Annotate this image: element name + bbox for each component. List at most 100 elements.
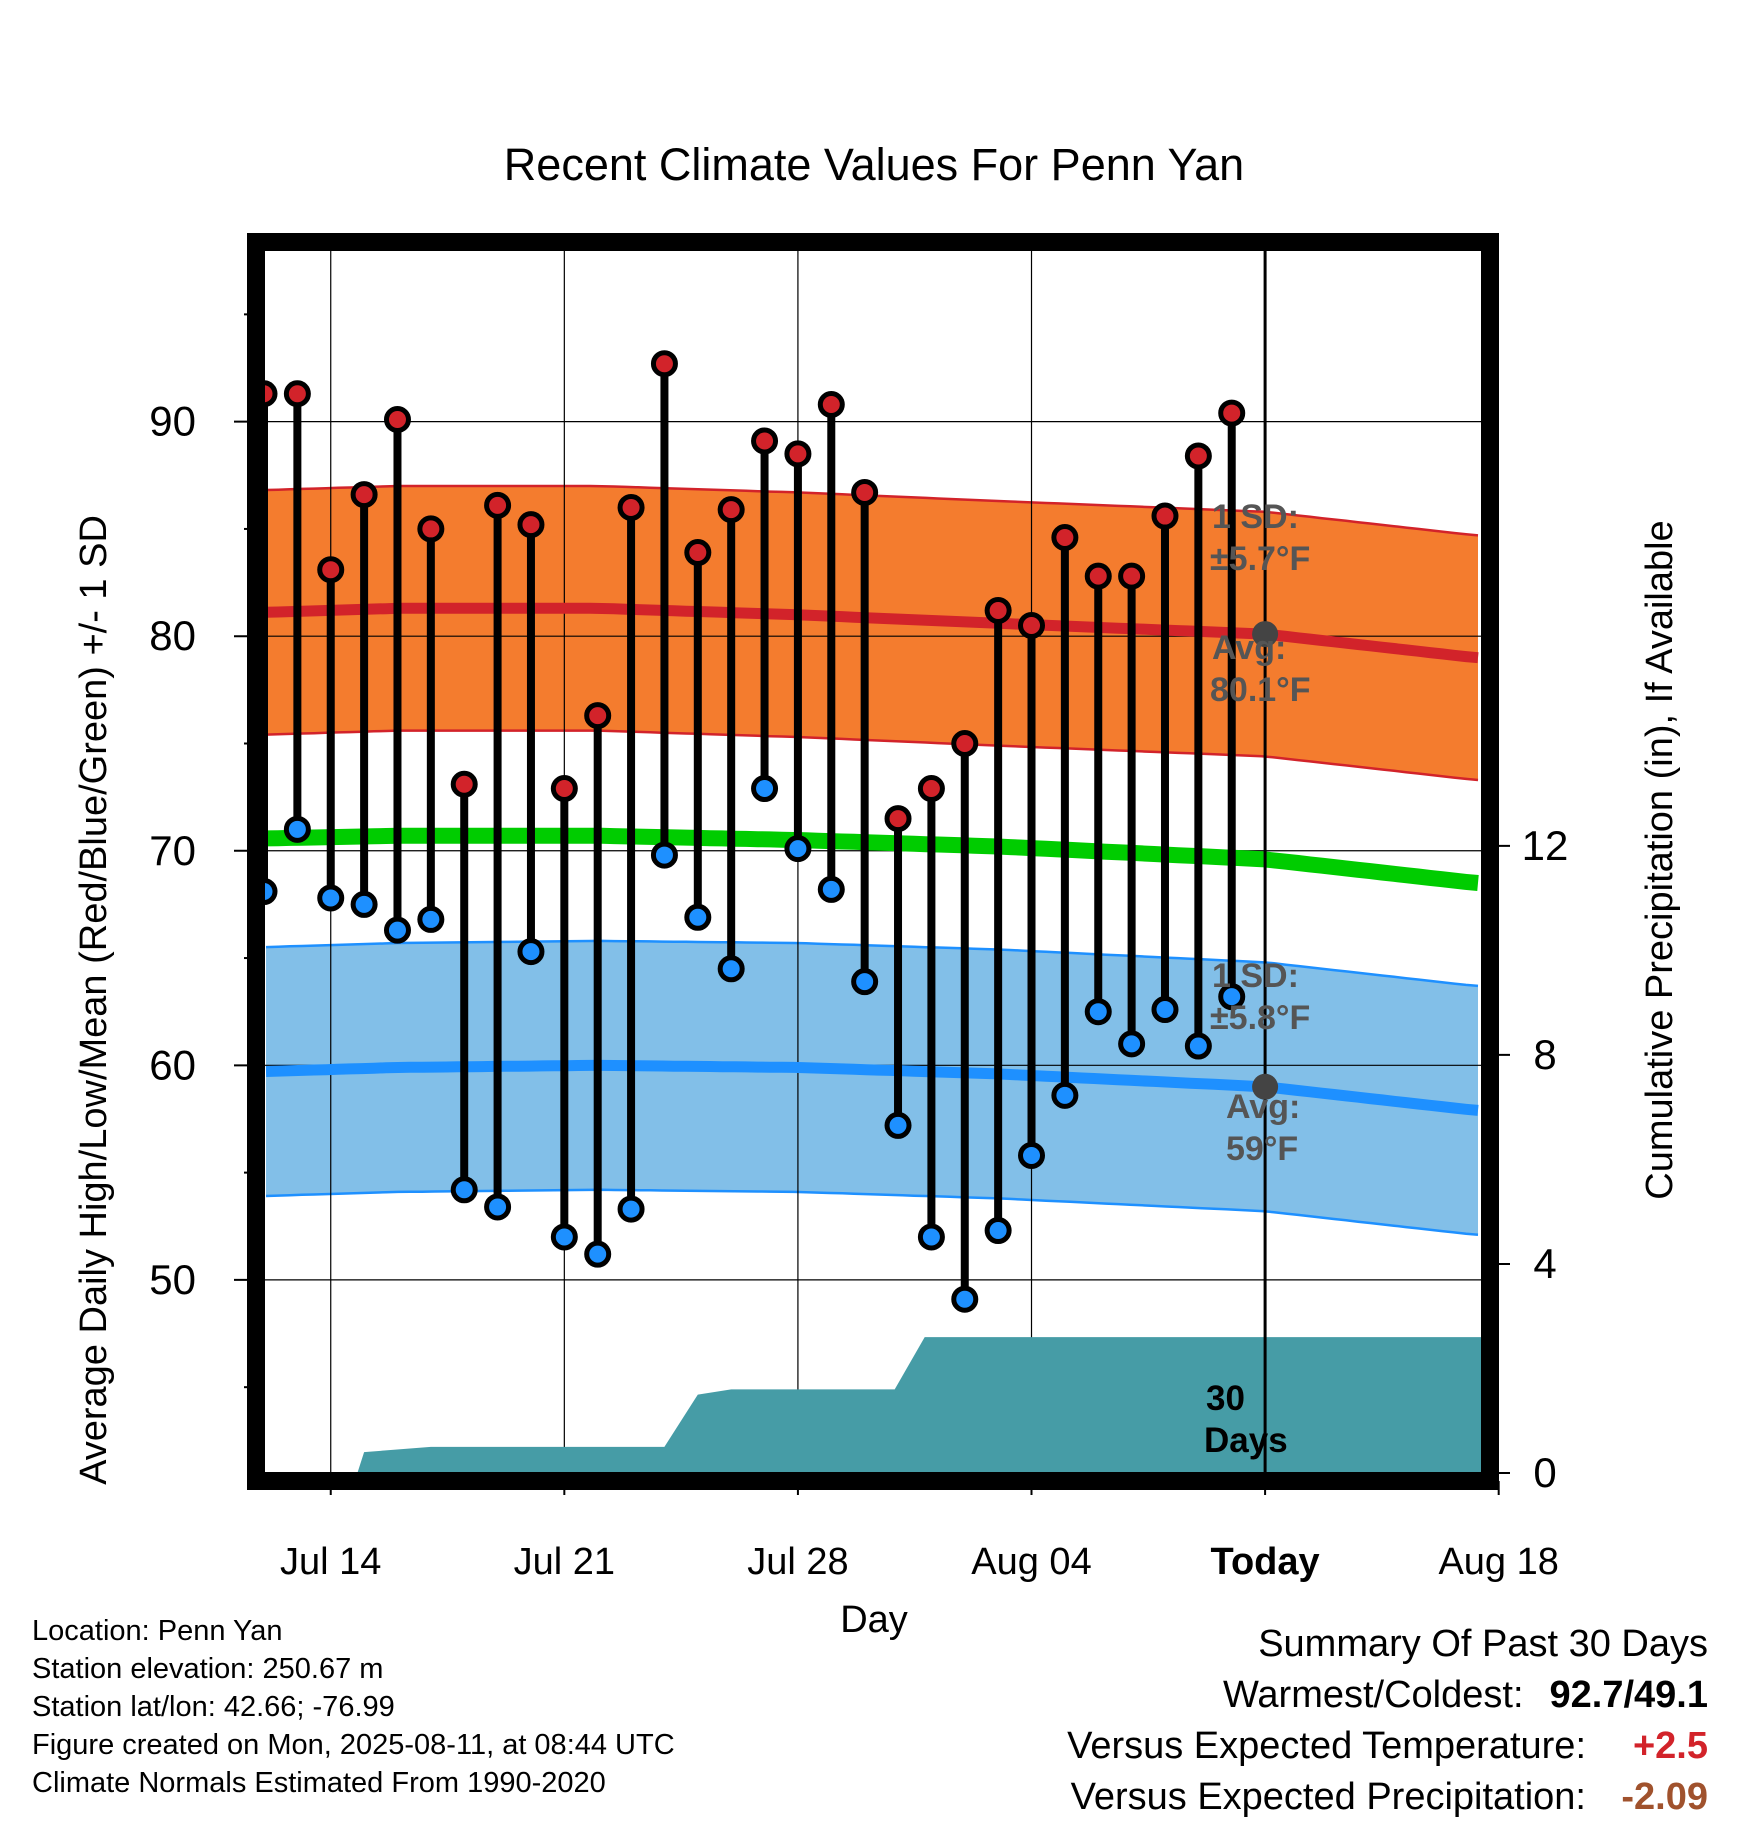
chart-title: Recent Climate Values For Penn Yan	[504, 139, 1244, 190]
high-temp-point	[1218, 399, 1246, 427]
y2-tick-label: 4	[1533, 1240, 1556, 1287]
high-avg-label: Avg:	[1212, 629, 1286, 667]
low-temp-point	[350, 890, 378, 918]
low-temp-point	[283, 815, 311, 843]
low-temp-point	[1218, 983, 1246, 1011]
high-temp-point	[984, 596, 1012, 624]
high-temp-point	[383, 406, 411, 434]
warmest-value: 92.7/49.1	[1549, 1674, 1708, 1716]
today-low-normal-marker	[1252, 1073, 1279, 1100]
annotations: 1 SD: ±5.7°F Avg: 80.1°F 1 SD: ±5.8°F Avg: 59°F…	[1204, 498, 1311, 1460]
precip-label: Versus Expected Precipitation:	[1070, 1776, 1586, 1818]
summary-heading: Summary Of Past 30 Days	[1258, 1623, 1708, 1665]
high-temp-point	[1118, 562, 1146, 590]
low-temp-point	[550, 1223, 578, 1251]
axes: Jul 14 Jul 21 Jul 28 Aug 04 Today Aug 18 50 60 7…	[149, 313, 1569, 1583]
low-temp-point	[984, 1217, 1012, 1245]
low-temp-point	[751, 775, 779, 803]
high-temp-point	[784, 440, 812, 468]
high-temp-point	[317, 556, 345, 584]
high-temp-point	[617, 493, 645, 521]
low-temp-point	[851, 968, 879, 996]
summary-panel: Summary Of Past 30 Days Warmest/Coldest:…	[1067, 1619, 1708, 1823]
today-line-group	[1252, 250, 1279, 1473]
temp-value: +2.5	[1632, 1725, 1708, 1767]
high-sd-label: 1 SD:	[1212, 498, 1299, 536]
plot-border	[247, 233, 1499, 1490]
summary-warmest-row: Warmest/Coldest: 92.7/49.1	[1067, 1670, 1708, 1721]
precip-value: -2.09	[1621, 1776, 1708, 1818]
high-temp-point	[884, 805, 912, 833]
y-tick-label: 70	[149, 827, 196, 874]
low-sd-value: ±5.8°F	[1210, 999, 1310, 1037]
summary-temp-row: Versus Expected Temperature: +2.5	[1067, 1721, 1708, 1772]
high-temp-point	[1151, 502, 1179, 530]
low-sd-label: 1 SD:	[1212, 957, 1299, 995]
station-info: Location: Penn Yan Station elevation: 25…	[32, 1612, 675, 1802]
today-high-normal-marker	[1252, 621, 1279, 648]
low-temp-point	[1084, 998, 1112, 1026]
low-temp-point	[317, 884, 345, 912]
low-temp-point	[951, 1285, 979, 1313]
high-temp-point	[450, 770, 478, 798]
low-temp-point	[417, 905, 445, 933]
high-temp-point	[717, 496, 745, 524]
x-axis-label: Day	[840, 1599, 908, 1641]
low-temp-point	[917, 1223, 945, 1251]
y2-axis-label: Cumulative Precipitation (in), If Availa…	[1639, 520, 1681, 1199]
low-temp-point	[1184, 1032, 1212, 1060]
high-temp-point	[1084, 562, 1112, 590]
precip-area	[264, 1337, 1482, 1473]
summary-precip-row: Versus Expected Precipitation: -2.09	[1067, 1772, 1708, 1823]
high-temp-point	[851, 478, 879, 506]
elevation-text: Station elevation: 250.67 m	[32, 1653, 384, 1685]
high-temp-point	[1184, 442, 1212, 470]
mean-normal-line	[265, 827, 1479, 891]
high-temp-point	[550, 775, 578, 803]
high-avg-value: 80.1°F	[1210, 671, 1311, 709]
low-temp-point	[1018, 1141, 1046, 1169]
low-temp-point	[784, 835, 812, 863]
low-temp-point	[684, 903, 712, 931]
y-tick-label: 60	[149, 1041, 196, 1088]
y2-tick-label: 12	[1522, 822, 1569, 869]
high-temp-point	[283, 380, 311, 408]
daily-points	[250, 350, 1246, 1313]
x-tick-label: Aug 18	[1438, 1541, 1558, 1583]
y-axis-label: Average Daily High/Low/Mean (Red/Blue/Gr…	[73, 515, 115, 1485]
high-temp-point	[684, 539, 712, 567]
high-sd-value: ±5.7°F	[1210, 540, 1310, 578]
high-temp-point	[517, 511, 545, 539]
location-text: Location: Penn Yan	[32, 1615, 283, 1647]
low-temp-point	[617, 1195, 645, 1223]
temp-label: Versus Expected Temperature:	[1067, 1725, 1586, 1767]
low-temp-point	[484, 1193, 512, 1221]
high-sd-band	[266, 486, 1478, 780]
normals-text: Climate Normals Estimated From 1990-2020	[32, 1767, 606, 1799]
days-count: 30	[1206, 1379, 1245, 1418]
high-temp-point	[951, 729, 979, 757]
low-temp-point	[817, 875, 845, 903]
low-temp-point	[450, 1176, 478, 1204]
precipitation-area	[264, 1337, 1482, 1473]
latlon-text: Station lat/lon: 42.66; -76.99	[32, 1691, 395, 1723]
created-text: Figure created on Mon, 2025-08-11, at 08…	[32, 1729, 675, 1761]
high-temp-point	[650, 350, 678, 378]
high-temp-point	[751, 427, 779, 455]
low-temp-point	[650, 841, 678, 869]
plot-frame	[247, 233, 1499, 1490]
low-temp-point	[884, 1111, 912, 1139]
low-temp-point	[383, 916, 411, 944]
y-tick-label: 90	[149, 398, 196, 445]
days-label: Days	[1204, 1421, 1288, 1460]
high-temp-point	[484, 491, 512, 519]
low-temp-point	[1051, 1081, 1079, 1109]
high-temp-point	[1051, 524, 1079, 552]
warmest-label: Warmest/Coldest:	[1222, 1674, 1524, 1716]
high-temp-point	[584, 702, 612, 730]
y-tick-label: 80	[149, 612, 196, 659]
x-tick-label: Jul 28	[747, 1541, 848, 1583]
low-temp-point	[1151, 996, 1179, 1024]
y2-tick-label: 8	[1533, 1031, 1556, 1078]
x-tick-label: Today	[1211, 1541, 1320, 1583]
